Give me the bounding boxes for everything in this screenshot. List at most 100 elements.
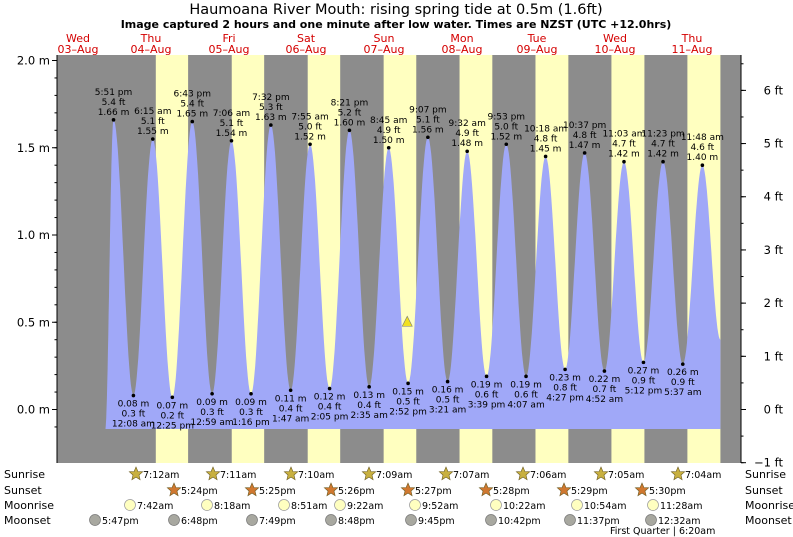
high-tide-time: 7:55 am <box>291 112 328 122</box>
moonrise-time: 9:22am <box>347 501 383 512</box>
high-tide-ft: 5.0 ft <box>494 122 518 132</box>
left-tick-label: 0.5 m <box>17 315 50 329</box>
high-tide-m: 1.42 m <box>608 150 640 160</box>
high-tide-time: 6:15 am <box>134 107 171 117</box>
high-tide-time: 10:18 am <box>524 124 567 134</box>
sunrise-star-icon <box>283 466 299 481</box>
sunset-time: 5:24pm <box>181 486 218 497</box>
high-tide-point <box>622 159 626 164</box>
low-tide-m: 0.13 m <box>353 391 385 401</box>
high-tide-ft: 4.6 ft <box>691 143 715 153</box>
low-tide-m: 0.26 m <box>667 368 699 378</box>
moonrise-time: 8:18am <box>214 501 250 512</box>
low-tide-m: 0.23 m <box>549 373 581 383</box>
low-tide-ft: 0.3 ft <box>122 410 146 420</box>
row-label-right: Moonrise <box>745 499 793 512</box>
low-tide-ft: 0.6 ft <box>475 390 499 400</box>
high-tide-ft: 5.1 ft <box>141 117 165 127</box>
low-tide-point <box>288 388 293 393</box>
sun-moon-rows: Sunrise Sunrise Sunset Sunset Moonrise Moonri… <box>4 466 793 537</box>
high-tide-m: 1.52 m <box>294 132 326 142</box>
high-tide-point <box>229 138 234 143</box>
high-tide-time: 9:53 pm <box>488 112 526 122</box>
high-tide-ft: 5.1 ft <box>416 115 440 125</box>
high-tide-time: 6:43 pm <box>173 90 211 100</box>
low-tide-m: 0.19 m <box>471 380 503 390</box>
moonrise-circle-icon <box>647 499 659 511</box>
low-tide-m: 0.09 m <box>235 398 267 408</box>
high-tide-m: 1.54 m <box>216 129 248 139</box>
high-tide-time: 8:45 am <box>370 116 407 126</box>
low-tide-point <box>680 362 685 366</box>
tide-labels: 5:51 pm5.4 ft1.66 m 6:15 am5.1 ft1.55 m6:… <box>95 88 724 431</box>
sunrise-time: 7:10am <box>298 470 334 481</box>
moonset-circle-icon <box>405 514 417 526</box>
low-tide-point <box>445 379 450 384</box>
high-tide-m: 1.42 m <box>647 150 679 160</box>
low-tide-point <box>170 395 175 400</box>
high-tide-point <box>504 142 509 147</box>
low-tide-ft: 0.6 ft <box>514 390 538 400</box>
sunset-star-icon <box>244 482 260 497</box>
day-weekday: Wed <box>603 32 627 45</box>
moonset-time: 7:49pm <box>259 516 296 527</box>
low-tide-point <box>484 374 489 379</box>
high-tide-point <box>426 135 430 140</box>
low-tide-ft: 0.2 ft <box>160 411 184 421</box>
high-tide-point <box>190 119 195 124</box>
day-weekday: Sat <box>297 32 316 45</box>
high-tide-m: 1.47 m <box>569 141 601 151</box>
high-tide-point <box>582 151 587 155</box>
low-tide-time: 2:05 pm <box>311 413 349 423</box>
sunrise-time: 7:11am <box>220 470 256 481</box>
sunset-time: 5:29pm <box>571 486 608 497</box>
moonset-circle-icon <box>645 514 657 526</box>
high-tide-m: 1.40 m <box>687 153 719 163</box>
row-label-right: Sunset <box>745 484 783 497</box>
moonset-circle-icon <box>168 514 180 526</box>
high-tide-time: 10:37 pm <box>563 121 606 131</box>
low-tide-m: 0.16 m <box>432 386 464 396</box>
right-tick-label: 4 ft <box>764 190 784 204</box>
moonrise-circle-icon <box>571 499 583 511</box>
day-weekday: Fri <box>222 32 235 45</box>
right-tick-label: 3 ft <box>764 243 784 257</box>
low-tide-ft: 0.4 ft <box>318 403 342 413</box>
row-label-left: Sunrise <box>4 468 45 481</box>
low-tide-point <box>602 369 607 373</box>
sunrise-time: 7:06am <box>530 470 566 481</box>
high-tide-point <box>347 128 352 133</box>
high-tide-point <box>308 142 312 147</box>
high-tide-time: 5:51 pm <box>95 88 133 98</box>
moonset-time: 8:48pm <box>338 516 375 527</box>
low-tide-ft: 0.9 ft <box>671 378 695 388</box>
high-tide-time: 8:21 pm <box>331 98 369 108</box>
low-tide-time: 1:47 am <box>272 414 309 424</box>
sunrise-star-icon <box>670 466 686 481</box>
moonset-circle-icon <box>246 514 258 526</box>
sunrise-star-icon <box>205 466 221 481</box>
high-tide-ft: 4.9 ft <box>455 129 479 139</box>
low-tide-time: 12:59 am <box>191 418 234 428</box>
low-tide-m: 0.15 m <box>392 387 424 397</box>
high-tide-point <box>386 145 391 150</box>
low-tide-ft: 0.7 ft <box>593 385 617 395</box>
sunset-star-icon <box>323 482 339 497</box>
row-label-right: Moonset <box>745 514 792 527</box>
low-tide-time: 3:21 am <box>429 406 466 416</box>
moonset-time: 12:32am <box>658 516 700 527</box>
low-tide-point <box>524 374 528 379</box>
high-tide-point <box>111 118 116 122</box>
low-tide-time: 1:16 pm <box>232 418 270 428</box>
high-tide-point <box>269 123 273 127</box>
low-tide-point <box>367 385 371 389</box>
left-tick-label: 1.5 m <box>17 141 50 155</box>
right-tick-label: 1 ft <box>764 349 784 363</box>
moonrise-time: 8:51am <box>291 501 327 512</box>
sunset-star-icon <box>166 482 182 497</box>
sunrise-star-icon <box>128 466 144 481</box>
high-tide-point <box>700 163 705 167</box>
moonrise-circle-icon <box>124 499 136 511</box>
